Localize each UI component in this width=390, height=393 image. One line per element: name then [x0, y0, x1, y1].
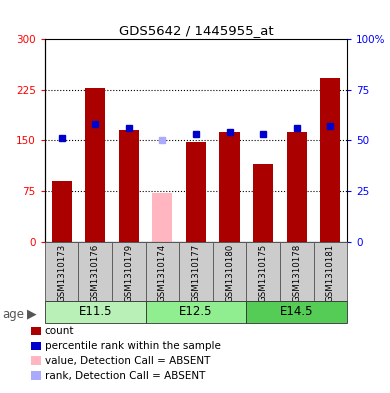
Title: GDS5642 / 1445955_at: GDS5642 / 1445955_at	[119, 24, 273, 37]
Bar	[85, 88, 105, 242]
Bar	[145, 242, 179, 301]
Bar	[119, 130, 139, 242]
Text: rank, Detection Call = ABSENT: rank, Detection Call = ABSENT	[45, 371, 205, 381]
Text: E12.5: E12.5	[179, 305, 213, 318]
Text: count: count	[45, 326, 74, 336]
Bar	[78, 242, 112, 301]
Bar	[186, 142, 206, 242]
Text: GSM1310180: GSM1310180	[225, 244, 234, 302]
Text: GSM1310181: GSM1310181	[326, 244, 335, 302]
Bar	[112, 242, 145, 301]
Text: percentile rank within the sample: percentile rank within the sample	[45, 341, 221, 351]
Text: GSM1310178: GSM1310178	[292, 244, 301, 302]
Text: GSM1310176: GSM1310176	[91, 244, 100, 302]
Bar	[213, 242, 246, 301]
Bar	[152, 193, 172, 242]
Text: GSM1310174: GSM1310174	[158, 244, 167, 302]
Bar	[287, 132, 307, 242]
Text: age: age	[2, 308, 24, 321]
Bar	[246, 242, 280, 301]
Bar	[253, 164, 273, 242]
Bar	[314, 242, 347, 301]
Bar	[45, 242, 78, 301]
Bar	[246, 301, 347, 323]
Bar	[51, 181, 72, 242]
Text: GSM1310179: GSM1310179	[124, 244, 133, 302]
Text: GSM1310173: GSM1310173	[57, 244, 66, 302]
Text: ▶: ▶	[27, 308, 36, 321]
Bar	[320, 79, 340, 242]
Text: GSM1310177: GSM1310177	[191, 244, 200, 302]
Bar	[280, 242, 314, 301]
Bar	[45, 301, 145, 323]
Bar	[220, 132, 239, 242]
Text: GSM1310175: GSM1310175	[259, 244, 268, 302]
Bar	[145, 301, 246, 323]
Text: E11.5: E11.5	[78, 305, 112, 318]
Bar	[179, 242, 213, 301]
Text: E14.5: E14.5	[280, 305, 314, 318]
Text: value, Detection Call = ABSENT: value, Detection Call = ABSENT	[45, 356, 210, 366]
